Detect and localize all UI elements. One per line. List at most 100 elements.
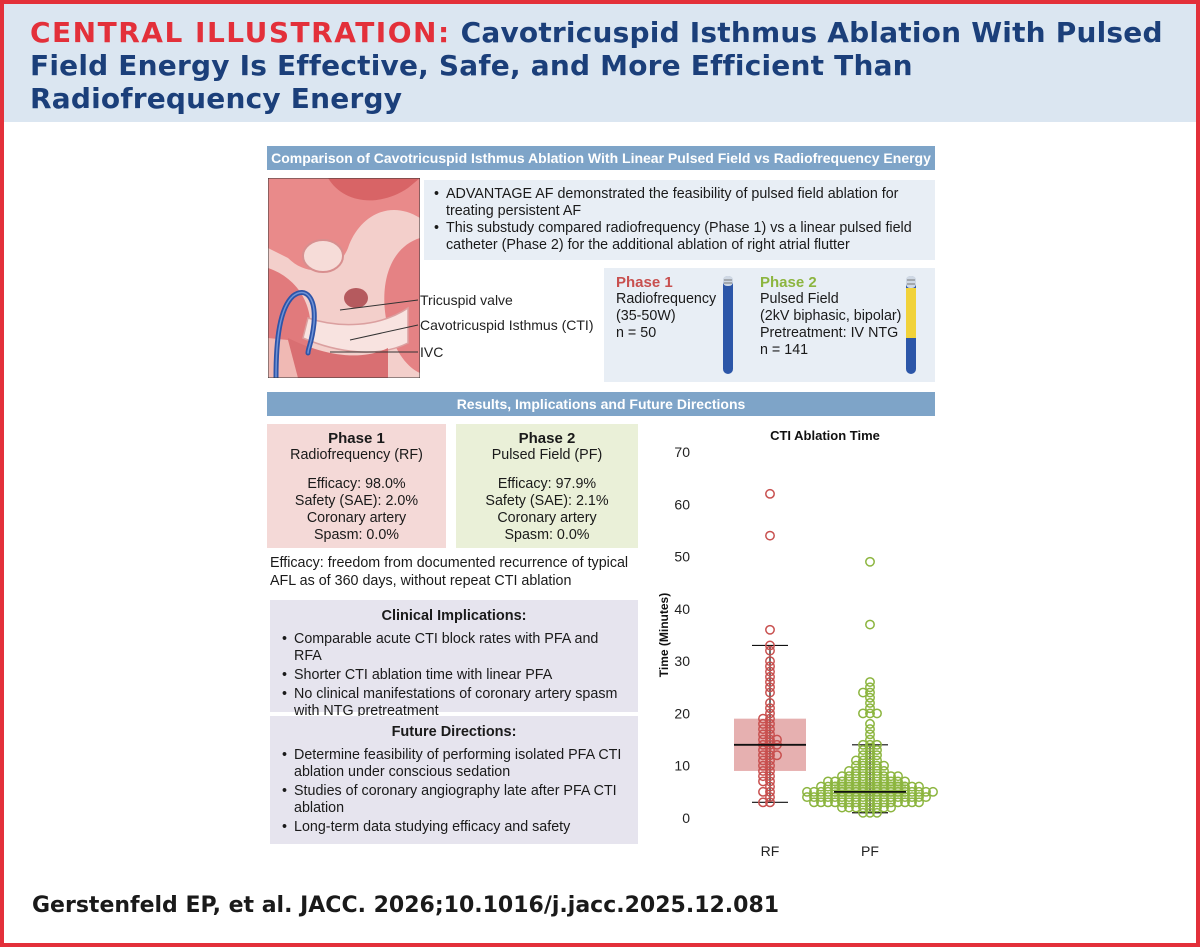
pf-data-point <box>886 771 896 782</box>
pf-data-point <box>816 797 826 808</box>
pf-data-point <box>837 802 847 813</box>
pf-data-point <box>865 619 875 630</box>
pf-data-point <box>823 781 833 792</box>
pf-data-point <box>872 750 882 761</box>
chart-title: CTI Ablation Time <box>770 428 880 443</box>
phase1-description: Phase 1 Radiofrequency (35-50W) n = 50 <box>616 274 717 341</box>
pf-data-point <box>893 776 903 787</box>
pf-data-point <box>858 708 868 719</box>
efficacy-note: Efficacy: freedom from documented recurr… <box>270 555 629 589</box>
rf-data-point <box>758 760 768 771</box>
pf-data-point <box>872 802 882 813</box>
phase2-description: Phase 2 Pulsed Field (2kV biphasic, bipo… <box>760 274 902 358</box>
pf-data-point <box>886 802 896 813</box>
pf-data-point <box>865 750 875 761</box>
rf-data-point <box>758 734 768 745</box>
section-bar-comparison: Comparison of Cavotricuspid Isthmus Abla… <box>267 146 935 170</box>
pf-data-point <box>837 776 847 787</box>
clinical-bullet: • Comparable acute CTI block rates with P… <box>282 631 599 664</box>
pf-data-point <box>907 781 917 792</box>
rf-data-point <box>765 682 775 693</box>
pf-data-point <box>858 739 868 750</box>
pf-data-point <box>872 745 882 755</box>
pf-data-point <box>851 771 861 782</box>
pf-data-point <box>907 786 917 797</box>
pf-data-point <box>865 792 875 803</box>
pf-data-point <box>844 781 854 792</box>
pf-data-point <box>872 792 882 803</box>
rf-data-point <box>758 718 768 729</box>
clinical-bullet: • Shorter CTI ablation time with linear P… <box>282 667 553 683</box>
pf-data-point <box>858 797 868 808</box>
future-directions-title: Future Directions: <box>391 724 517 740</box>
pf-data-point <box>865 755 875 766</box>
phase1-title: Phase 1 <box>616 274 673 291</box>
pf-data-point <box>872 771 882 782</box>
pf-data-point <box>858 771 868 782</box>
rf-data-point <box>765 760 775 771</box>
rf-data-point <box>765 734 775 745</box>
pf-data-point <box>872 739 882 750</box>
pf-data-point <box>893 797 903 808</box>
pf-data-point <box>879 776 889 787</box>
pf-data-point <box>844 802 854 813</box>
rf-data-point <box>765 745 775 755</box>
rf-data-point <box>765 708 775 719</box>
pf-data-point <box>879 792 889 803</box>
y-tick-label: 0 <box>682 810 690 826</box>
pf-data-point <box>858 765 868 776</box>
pf-data-point <box>851 797 861 808</box>
future-directions-box: Future Directions: • Determine feasibilit… <box>270 716 638 844</box>
rf-data-point <box>765 624 775 635</box>
anatomy-leader-lines <box>330 299 419 353</box>
clinical-implications-box: Clinical Implications: • Comparable acute… <box>270 600 638 719</box>
rf-data-point <box>758 786 768 797</box>
pf-data-point <box>823 797 833 808</box>
pf-data-point <box>858 776 868 787</box>
pf-data-point <box>865 724 875 735</box>
rf-data-point <box>765 671 775 682</box>
pf-data-point <box>865 698 875 708</box>
pf-data-point <box>879 781 889 792</box>
pf-data-point <box>802 792 812 803</box>
rf-data-point <box>765 776 775 787</box>
pf-data-point <box>872 760 882 771</box>
rf-data-point <box>765 530 775 541</box>
pf-data-point <box>872 807 882 818</box>
pf-data-point <box>851 755 861 766</box>
pf-data-point <box>837 781 847 792</box>
rf-data-point <box>758 776 768 787</box>
pf-data-point <box>879 802 889 813</box>
rf-data-point <box>758 745 768 755</box>
pf-data-point <box>879 771 889 782</box>
pf-data-point <box>844 776 854 787</box>
x-category-label: RF <box>761 843 780 859</box>
rf-data-point <box>765 755 775 766</box>
y-tick-label: 50 <box>674 549 690 565</box>
y-tick-label: 40 <box>674 601 690 617</box>
pf-data-point <box>879 797 889 808</box>
pf-data-point <box>865 765 875 776</box>
pf-data-point <box>865 771 875 782</box>
pf-data-point <box>914 797 924 808</box>
pf-data-point <box>858 781 868 792</box>
intro-box: • ADVANTAGE AF demonstrated the feasibili… <box>424 180 935 260</box>
y-tick-label: 60 <box>674 496 690 512</box>
rf-data-point <box>758 765 768 776</box>
rf-data-point <box>772 734 782 745</box>
rf-data-point <box>765 645 775 656</box>
header: CENTRAL ILLUSTRATION: Cavotricuspid Isth… <box>4 4 1196 122</box>
x-category-label: PF <box>861 843 879 859</box>
pf-data-point <box>823 776 833 787</box>
pf-catheter-icon <box>906 276 916 374</box>
rf-data-point <box>758 755 768 766</box>
future-bullet: • Determine feasibility of performing iso… <box>282 747 622 780</box>
pf-data-point <box>830 792 840 803</box>
rf-data-point <box>765 661 775 672</box>
pf-data-point <box>865 677 875 688</box>
pf-data-point <box>837 797 847 808</box>
pf-data-point <box>914 781 924 792</box>
cti-ablation-time-chart: CTI Ablation Time Time (Minutes) 0 10 20 30 40… <box>657 428 938 859</box>
pf-data-point <box>865 797 875 808</box>
rf-data-point <box>765 771 775 782</box>
